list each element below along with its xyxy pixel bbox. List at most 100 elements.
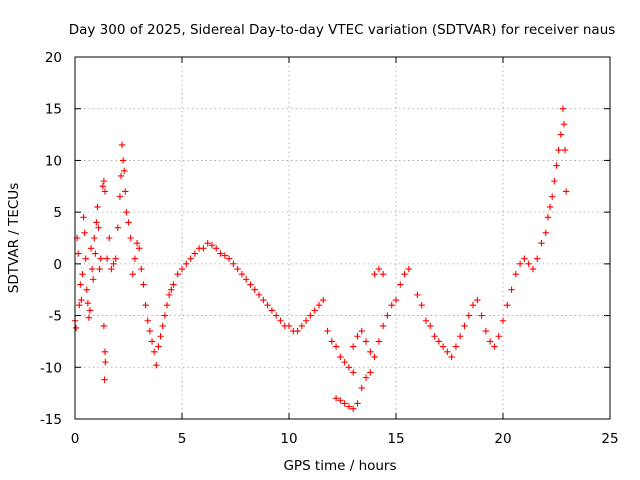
data-point (136, 245, 143, 252)
data-point (435, 338, 442, 345)
data-point (142, 302, 149, 309)
data-point (482, 327, 490, 335)
data-point (106, 234, 113, 242)
data-point (123, 208, 130, 216)
data-point (516, 260, 524, 268)
data-point (95, 224, 102, 231)
data-point (422, 317, 430, 324)
data-point (112, 255, 119, 262)
data-point (294, 327, 301, 335)
data-point (84, 299, 92, 307)
data-point (101, 376, 108, 383)
data-point (144, 317, 151, 324)
data-point (161, 312, 169, 319)
data-point (553, 162, 560, 169)
data-point (159, 322, 166, 330)
data-point (414, 291, 421, 299)
data-point (127, 234, 134, 242)
data-point (465, 312, 472, 319)
data-point (495, 333, 502, 340)
data-point (555, 146, 562, 154)
data-point (86, 307, 94, 314)
axis-ticks: 0 5 10 15 20 25 -15 -10 -5 0 5 10 15 20 (40, 50, 619, 447)
data-point (82, 255, 89, 262)
data-point (358, 384, 365, 392)
chart-title: Day 300 of 2025, Sidereal Day-to-day VTE… (69, 22, 616, 38)
data-point (427, 322, 434, 330)
data-point (119, 157, 127, 164)
data-point (546, 203, 554, 211)
data-point (272, 312, 280, 319)
data-point (397, 281, 404, 288)
data-point (521, 255, 528, 262)
data-point (121, 167, 128, 174)
x-tick-label: 5 (178, 431, 187, 447)
data-point (508, 286, 515, 293)
data-point (469, 302, 477, 309)
x-tick-label: 0 (71, 431, 80, 447)
data-point (362, 374, 370, 381)
data-point (358, 327, 365, 335)
data-point (560, 121, 568, 128)
data-point (83, 286, 90, 293)
data-point (85, 314, 93, 321)
data-point (174, 271, 181, 278)
data-point (129, 271, 136, 278)
data-point (538, 239, 545, 247)
data-point (138, 265, 145, 273)
data-point (371, 271, 378, 278)
data-point (96, 265, 103, 273)
data-point (170, 281, 177, 288)
x-axis-label: GPS time / hours (283, 458, 396, 474)
data-point (324, 327, 331, 335)
data-point (103, 255, 111, 262)
data-point (561, 146, 569, 154)
data-point (405, 265, 413, 273)
data-point (534, 255, 541, 262)
data-point (100, 177, 108, 185)
data-point (225, 255, 233, 262)
data-point (332, 395, 340, 402)
data-point (92, 250, 99, 257)
data-point (168, 286, 175, 293)
y-tick-label: 0 (53, 257, 62, 273)
data-point (542, 229, 549, 237)
data-point (341, 358, 348, 366)
y-tick-label: -10 (40, 360, 62, 376)
data-point (102, 358, 109, 366)
data-point (125, 219, 132, 226)
data-point (183, 260, 190, 268)
data-point (315, 302, 323, 309)
data-point (93, 219, 100, 226)
data-point (444, 348, 451, 355)
data-point (100, 322, 108, 330)
data-point (285, 322, 293, 330)
data-point (191, 250, 199, 257)
data-point (302, 317, 310, 324)
data-point (208, 242, 216, 249)
data-point (461, 322, 468, 330)
data-point (234, 265, 241, 273)
data-point (153, 362, 160, 369)
data-point (337, 397, 344, 404)
data-point (311, 307, 318, 314)
data-point (439, 343, 447, 350)
data-point (320, 296, 327, 304)
data-point (99, 183, 107, 190)
y-tick-label: 15 (45, 102, 62, 118)
data-point (474, 296, 481, 304)
data-point (87, 245, 95, 252)
data-point (88, 265, 96, 273)
data-point (78, 296, 85, 304)
data-point (187, 255, 194, 262)
data-point (178, 265, 186, 273)
data-point (384, 312, 391, 319)
data-point (251, 286, 258, 293)
data-point (337, 353, 344, 361)
data-point (371, 353, 378, 361)
data-point (72, 324, 80, 332)
data-point (157, 333, 164, 340)
data-point (328, 338, 335, 345)
data-point (562, 188, 570, 195)
